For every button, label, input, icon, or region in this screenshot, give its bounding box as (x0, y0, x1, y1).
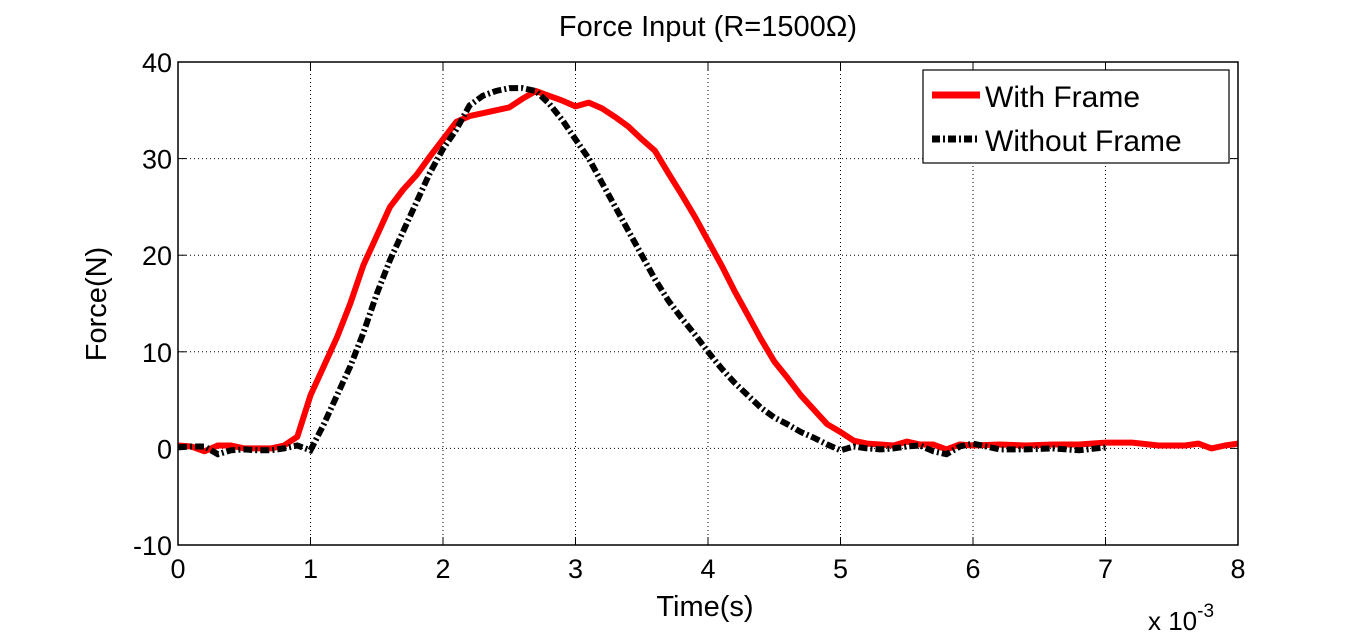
x-multiplier: x 10-3 (1148, 601, 1214, 632)
x-tick-label: 3 (568, 554, 583, 584)
x-axis-label: Time(s) (656, 591, 753, 623)
x-tick-label: 5 (833, 554, 848, 584)
y-tick-label: 40 (142, 48, 172, 78)
y-tick-label: 10 (142, 338, 172, 368)
x-multiplier-exponent: -3 (1197, 601, 1214, 622)
x-tick-label: 6 (965, 554, 980, 584)
x-tick-label: 8 (1230, 554, 1245, 584)
series-group (177, 85, 1239, 458)
y-tick-label: -10 (133, 531, 172, 561)
chart-title: Force Input (R=1500Ω) (559, 11, 857, 43)
x-tick-label: 1 (303, 554, 318, 584)
y-axis-label: Force(N) (81, 247, 113, 361)
legend-label-with-frame: With Frame (985, 81, 1140, 114)
legend-box (922, 69, 1230, 164)
series-line-without-frame (177, 85, 1106, 458)
y-tick-label: 30 (142, 145, 172, 175)
y-tick-label: 20 (142, 241, 172, 271)
legend-label-without-frame: Without Frame (985, 125, 1182, 158)
x-tick-label: 4 (700, 554, 715, 584)
x-multiplier-base: x 10 (1148, 606, 1197, 632)
x-tick-label: 2 (435, 554, 450, 584)
x-tick-label: 0 (170, 554, 185, 584)
legend: With Frame Without Frame (922, 69, 1230, 164)
x-tick-label: 7 (1098, 554, 1113, 584)
y-tick-label: 0 (157, 434, 172, 464)
